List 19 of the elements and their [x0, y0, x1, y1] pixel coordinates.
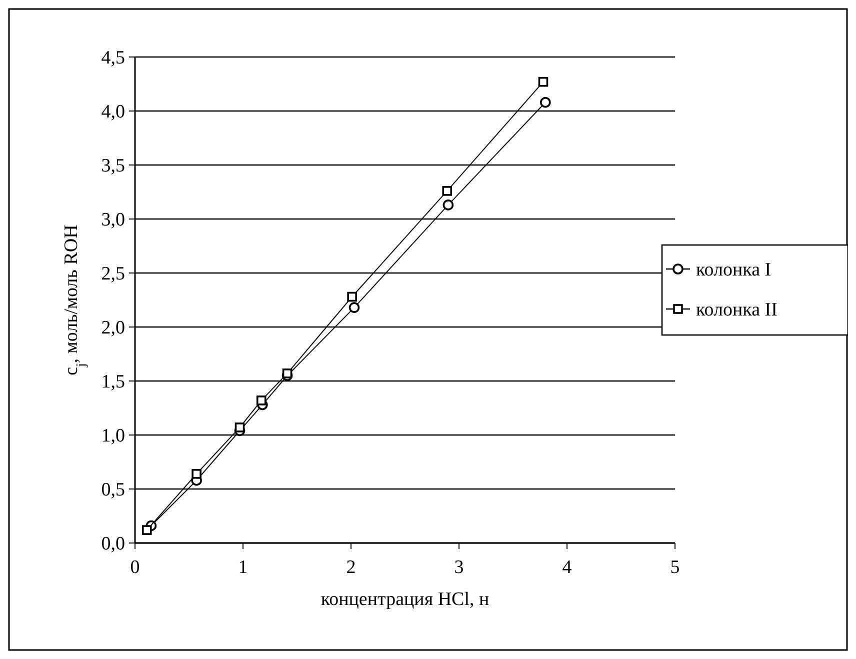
x-tick-label: 1 [238, 557, 248, 578]
x-tick-label: 5 [670, 557, 680, 578]
y-tick-label: 0,0 [101, 534, 125, 555]
y-tick-label: 4,5 [101, 48, 125, 69]
y-tick-label: 1,5 [101, 372, 125, 393]
x-axis-title: концентрация HCl, н [320, 589, 490, 610]
y-tick-label: 0,5 [101, 480, 125, 501]
y-tick-label: 4,0 [101, 102, 125, 123]
legend-label: колонка I [696, 260, 772, 281]
y-tick-label: 3,5 [101, 156, 125, 177]
y-tick-label: 2,0 [101, 318, 125, 339]
y-tick-label: 1,0 [101, 426, 125, 447]
x-tick-label: 3 [454, 557, 464, 578]
x-tick-label: 0 [130, 557, 140, 578]
y-tick-label: 2,5 [101, 264, 125, 285]
y-tick-label: 3,0 [101, 210, 125, 231]
x-tick-label: 2 [346, 557, 356, 578]
legend-label: колонка II [696, 300, 778, 321]
x-tick-label: 4 [562, 557, 572, 578]
